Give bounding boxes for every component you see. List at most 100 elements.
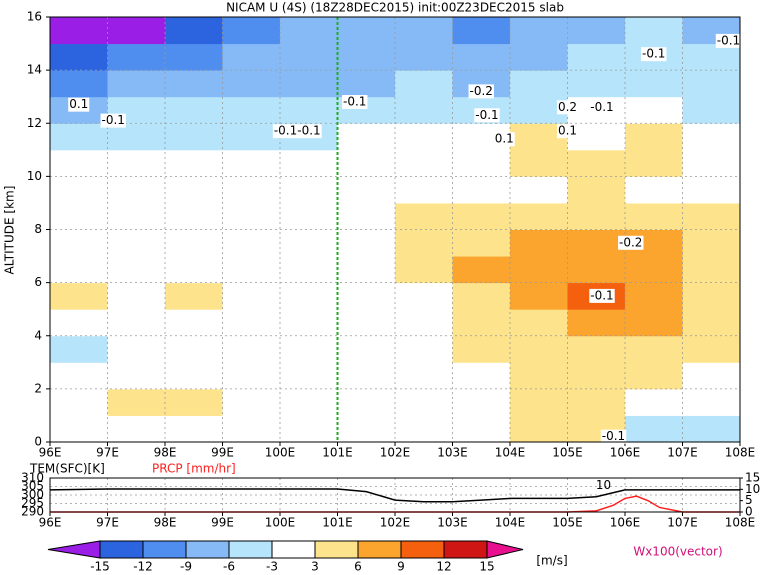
x-tick-label: 104E	[495, 516, 526, 530]
field-cell	[165, 415, 223, 443]
colorbar-label: -3	[266, 560, 278, 574]
field-cell	[452, 202, 511, 230]
field-cell	[452, 17, 511, 45]
x-tick-label: 98E	[154, 516, 177, 530]
field-cell	[280, 282, 338, 310]
x-tick-label: 97E	[96, 446, 119, 460]
field-cell	[452, 229, 511, 257]
field-cell	[682, 415, 741, 443]
field-cell	[682, 229, 741, 257]
field-cell	[50, 282, 108, 310]
field-cell	[165, 309, 223, 337]
contour-label: -0.2	[470, 84, 493, 98]
field-cell	[510, 202, 568, 230]
annotation-bg	[589, 100, 615, 115]
field-cell	[50, 229, 108, 257]
colorbar-box	[228, 540, 273, 559]
annotation-bg	[474, 108, 500, 123]
field-cell	[222, 415, 281, 443]
field-cell	[395, 17, 453, 45]
field-cell	[682, 123, 741, 151]
colorbar-box	[142, 540, 187, 559]
field-cell	[107, 335, 166, 363]
field-cell	[452, 149, 511, 177]
contour-label: 0.1	[69, 97, 88, 111]
field-cell	[395, 176, 453, 204]
field-cell	[567, 43, 626, 71]
field-cell	[107, 149, 166, 177]
field-cell	[395, 415, 453, 443]
field-cell	[682, 176, 741, 204]
field-cell	[337, 70, 396, 98]
x-tick-label: 108E	[725, 446, 756, 460]
field-cell	[50, 70, 108, 98]
field-cell	[337, 202, 396, 230]
field-cell	[625, 388, 683, 416]
annotation-bg	[68, 97, 90, 112]
field-cell	[280, 388, 338, 416]
field-cell	[395, 123, 453, 151]
field-cell	[337, 176, 396, 204]
contour-label: 0.1	[495, 132, 514, 146]
field-cell	[625, 149, 683, 177]
field-cell	[165, 282, 223, 310]
field-cell	[222, 388, 281, 416]
annotation-bg	[715, 33, 742, 48]
field-cell	[280, 149, 338, 177]
y-tick-label: 10	[27, 169, 42, 183]
field-cell	[107, 202, 166, 230]
field-cell	[280, 96, 338, 124]
x-tick-label: 99E	[211, 516, 234, 530]
field-cell	[395, 282, 453, 310]
field-cell	[107, 309, 166, 337]
contour-label: -0.1	[590, 288, 613, 302]
plot-frame	[49, 16, 741, 443]
colorbar-label: -9	[180, 560, 192, 574]
x-tick-label: 106E	[610, 516, 641, 530]
colorbar-label: 3	[311, 560, 319, 574]
field-cell	[567, 388, 626, 416]
x-tick-label: 101E	[322, 446, 353, 460]
series-line	[49, 488, 740, 503]
field-cell	[452, 362, 511, 390]
y-tick-label: 8	[34, 222, 42, 236]
annotation-bg	[618, 235, 644, 250]
field-cell	[510, 17, 568, 45]
chart-title: NICAM U (4S) (18Z28DEC2015) init:00Z23DE…	[226, 1, 564, 15]
colorbar-label: -15	[90, 560, 110, 574]
y-tick-label: 12	[27, 116, 42, 130]
field-cell	[452, 388, 511, 416]
x-tick-label: 99E	[211, 446, 234, 460]
y2-tick-label: 15	[745, 471, 760, 485]
field-cell	[337, 309, 396, 337]
field-cell	[452, 309, 511, 337]
field-cell	[452, 415, 511, 443]
field-cell	[567, 149, 626, 177]
field-cell	[107, 229, 166, 257]
field-cell	[107, 176, 166, 204]
field-cell	[50, 335, 108, 363]
colorbar-box	[443, 540, 488, 559]
y2-tick-label: 0	[745, 505, 753, 519]
contour-label: -0.1-0.1	[274, 124, 321, 138]
field-cell	[395, 149, 453, 177]
y2-axis-label: PRCP [mm/hr]	[152, 462, 236, 476]
field-cell	[510, 309, 568, 337]
annotation-bg	[493, 132, 515, 147]
field-cell	[50, 149, 108, 177]
contour-label: 0.1	[558, 124, 577, 138]
field-cell	[165, 149, 223, 177]
field-cell	[395, 202, 453, 230]
field-cell	[452, 43, 511, 71]
field-cell	[567, 229, 626, 257]
y2-tick-label: 10	[745, 482, 760, 496]
x-tick-label: 97E	[96, 516, 119, 530]
x-tick-label: 96E	[39, 516, 62, 530]
colorbar-unit: [m/s]	[536, 554, 567, 568]
field-cell	[510, 149, 568, 177]
annotation-bg	[342, 95, 368, 109]
field-cell	[452, 282, 511, 310]
field-cell	[682, 335, 741, 363]
field-cell	[107, 70, 166, 98]
annotation-bg	[556, 124, 579, 139]
